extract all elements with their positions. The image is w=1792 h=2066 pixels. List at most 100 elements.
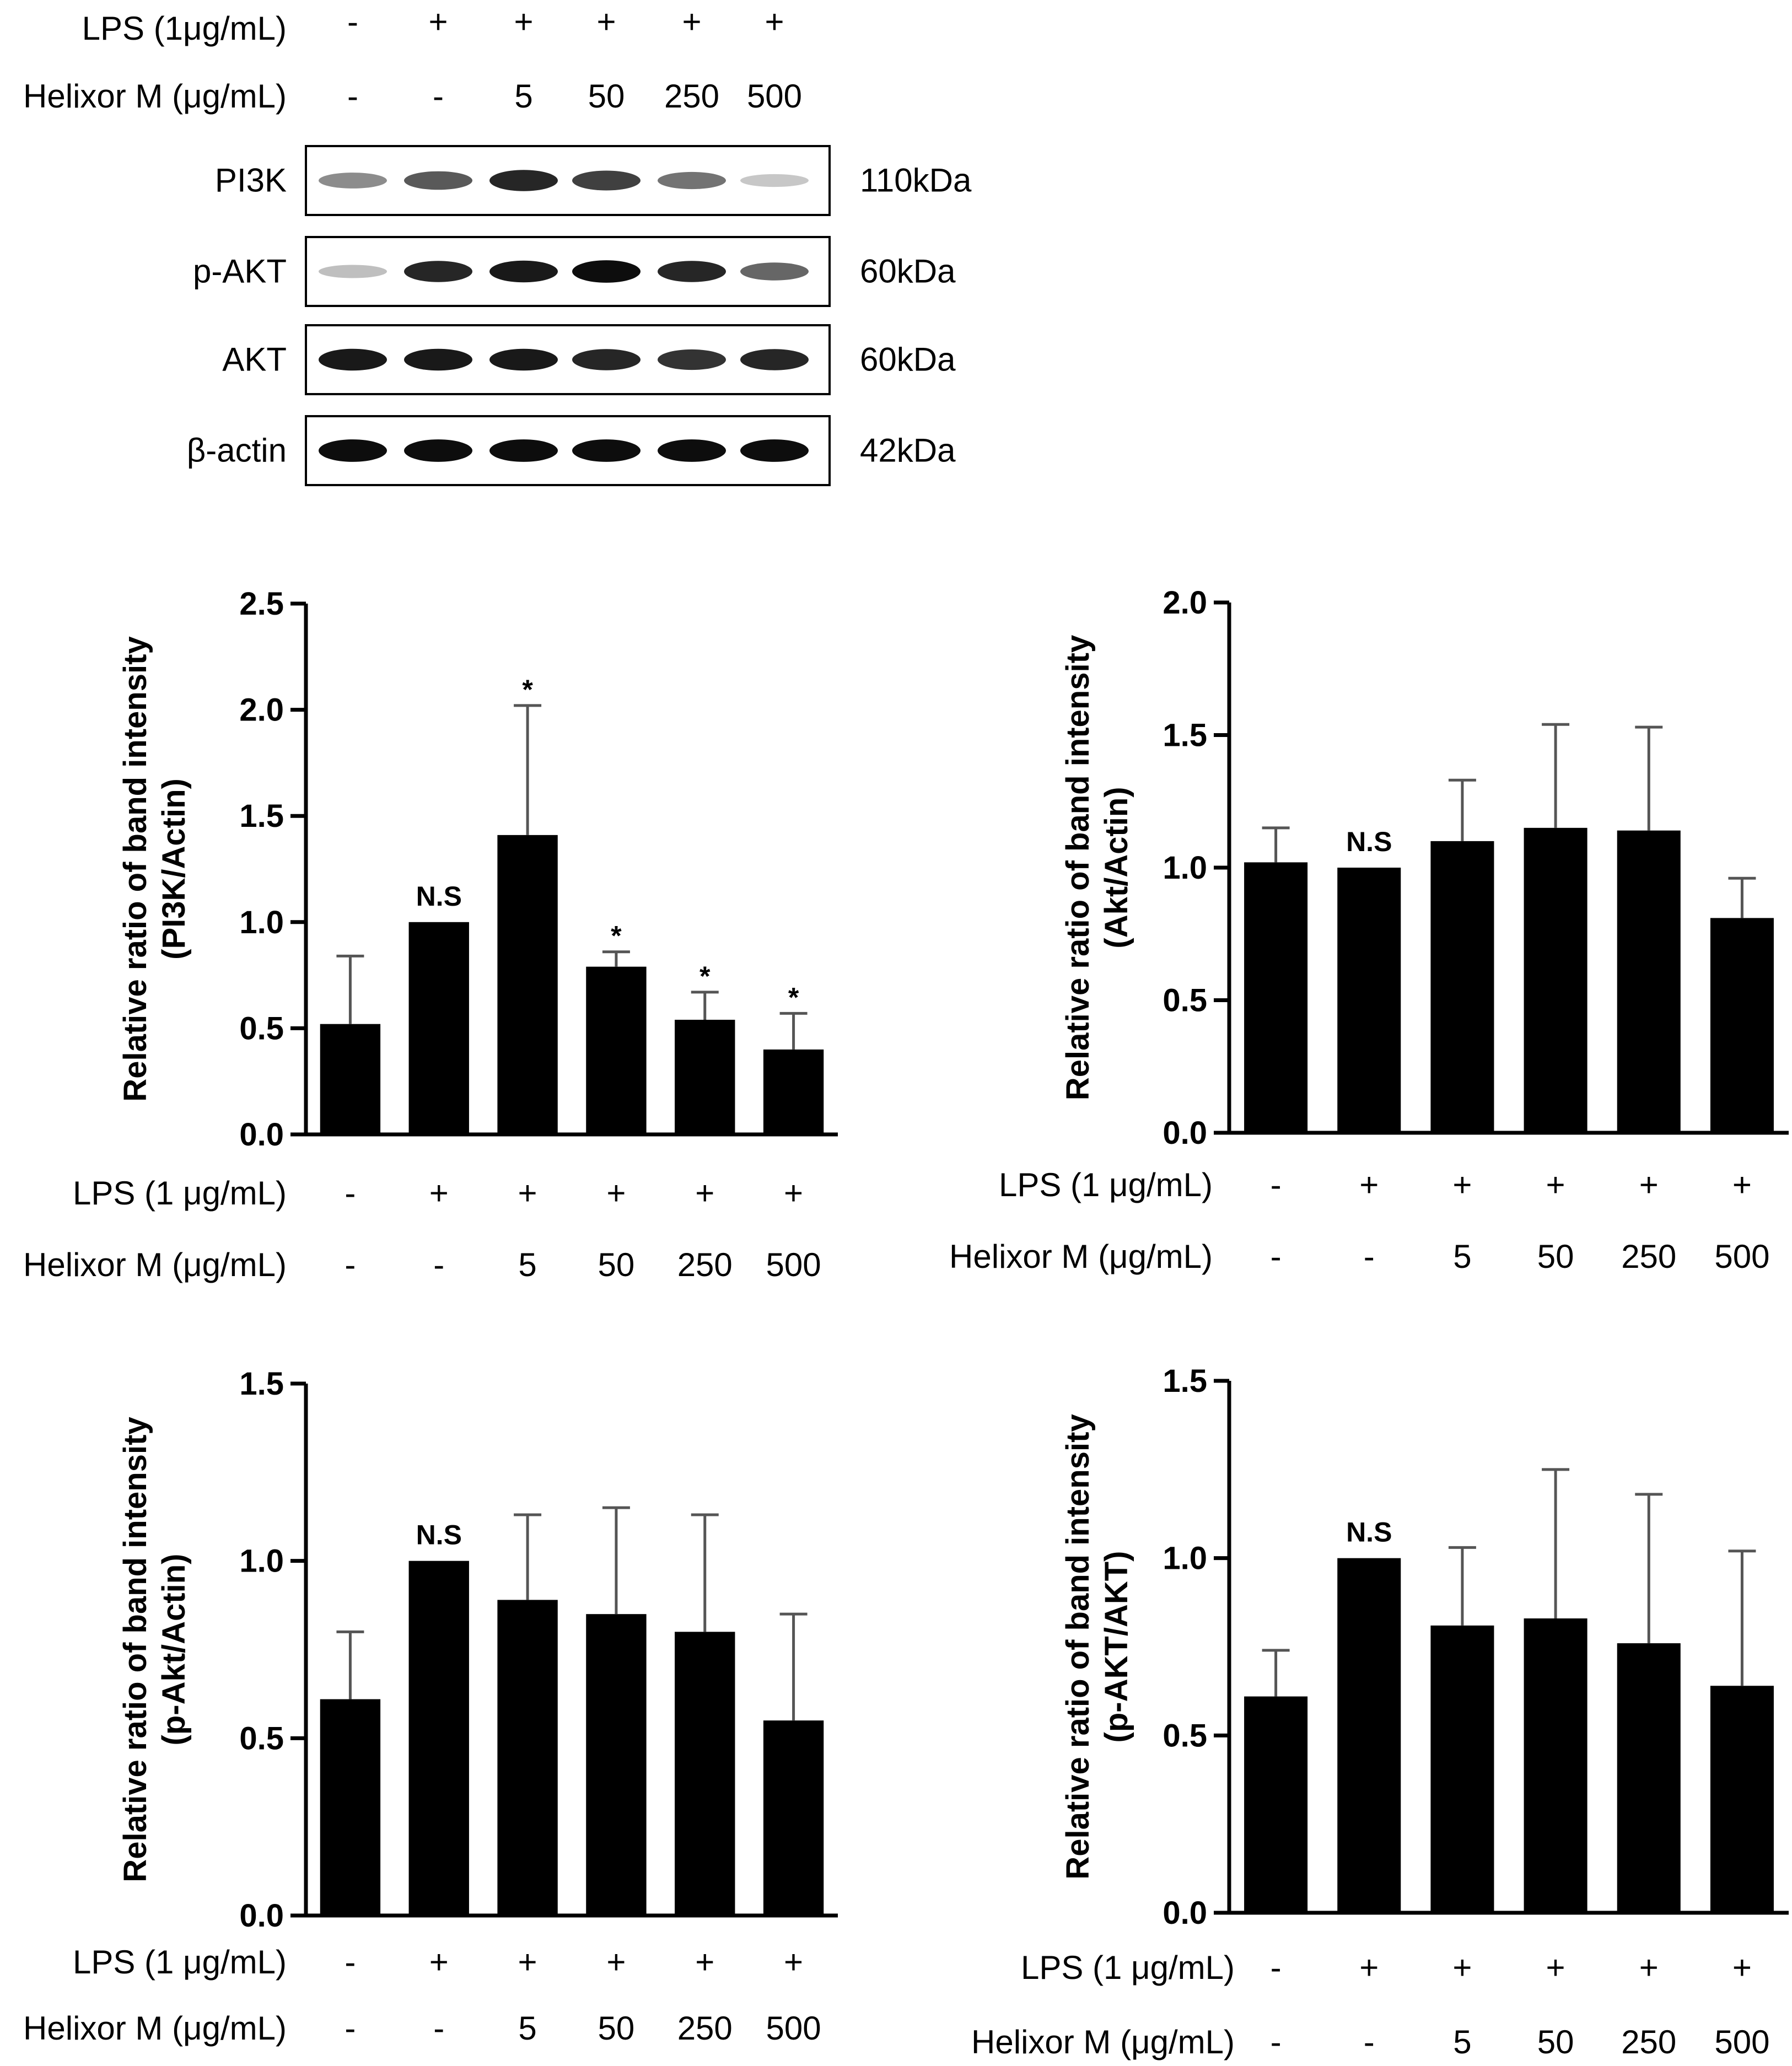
blot-band [404,171,472,190]
blot-band [319,348,387,371]
helixor-value: 500 [766,2010,821,2047]
blot-band [489,170,558,191]
significance-label: N.S [416,881,462,912]
blot-helixor-value: - [347,78,358,115]
y-axis-sublabel: (p-Akt/Actin) [156,1554,192,1746]
helixor-value: 250 [677,2010,733,2047]
significance-label: N.S [1346,826,1392,857]
y-tick-label: 0.5 [239,1010,284,1046]
bar [1710,918,1774,1133]
lps-value: + [1359,1949,1379,1986]
helixor-value: - [345,1246,356,1283]
lps-value: - [345,1944,356,1981]
helixor-value: - [1364,1238,1375,1275]
blot-lps-value: + [428,3,448,40]
helixor-value: - [1364,2024,1375,2060]
helixor-value: 5 [1453,2024,1471,2060]
lps-label: LPS (1 μg/mL) [73,1944,287,1981]
bar [675,1019,735,1134]
bar [763,1049,824,1134]
helixor-value: 5 [518,1246,536,1283]
bar [1244,862,1308,1133]
bar [1244,1696,1308,1913]
y-axis-label: Relative ratio of band intensity [1060,1414,1096,1879]
helixor-label: Helixor M (μg/mL) [23,2010,287,2047]
helixor-value: 250 [1621,1238,1676,1275]
lps-value: + [429,1944,449,1981]
helixor-value: 500 [1714,1238,1769,1275]
bar [497,1600,558,1916]
y-tick-label: 0.5 [1163,983,1207,1019]
blot-helixor-value: 500 [747,78,802,115]
y-axis-sublabel: (Akt/Actin) [1099,787,1134,948]
y-axis-label: Relative ratio of band intensity [117,636,153,1101]
lps-value: + [606,1175,626,1212]
blot-lps-value: + [765,3,784,40]
helixor-value: - [1271,1238,1282,1275]
blot-mw-label: 110kDa [860,162,972,199]
y-tick-label: 1.0 [1163,850,1207,886]
y-tick-label: 1.5 [1163,718,1207,754]
blot-helixor-value: 250 [664,78,719,115]
blot-helixor-value: 50 [588,78,625,115]
bar [675,1632,735,1916]
significance-label: * [699,961,711,992]
lps-label: LPS (1 μg/mL) [1021,1949,1235,1986]
significance-label: * [788,982,799,1013]
helixor-value: - [1271,2024,1282,2060]
helixor-value: 5 [1453,1238,1471,1275]
y-axis-label: Relative ratio of band intensity [1060,635,1096,1100]
helixor-value: - [433,1246,444,1283]
blot-lps-value: + [596,3,616,40]
helixor-value: 50 [598,2010,635,2047]
lps-value: - [1271,1166,1282,1203]
bar [408,922,469,1134]
helixor-value: 250 [1621,2024,1676,2060]
lps-value: + [606,1944,626,1981]
blot-band [319,439,387,462]
blot-band [658,439,726,462]
helixor-value: 500 [766,1246,821,1283]
helixor-value: - [345,2010,356,2047]
bar [1617,1643,1681,1913]
blot-lps-value: + [514,3,533,40]
blot-condition-values: - + + + + + - - 5 50 250 500 [347,3,802,115]
y-tick-label: 0.0 [1163,1895,1207,1931]
helixor-label: Helixor M (μg/mL) [23,1246,287,1283]
bar [1337,868,1401,1133]
bar [1524,1618,1587,1913]
y-tick-label: 1.5 [239,1366,284,1402]
lps-value: + [695,1175,714,1212]
blot-band [740,349,809,370]
blot-band [319,173,387,189]
bar [320,1024,381,1134]
blot-helixor-value: 5 [514,78,532,115]
y-tick-label: 0.5 [1163,1718,1207,1753]
helixor-value: 500 [1714,2024,1769,2060]
significance-label: * [522,674,533,705]
lps-value: + [1732,1949,1752,1986]
blot-protein-label: β-actin [187,432,287,469]
bar [1524,827,1587,1133]
blot-band [740,262,809,281]
lps-value: + [1546,1166,1565,1203]
bar [1430,1625,1494,1913]
blot-band [572,260,641,283]
lps-value: - [1271,1949,1282,1986]
significance-label: * [611,921,622,951]
y-tick-label: 1.5 [239,798,284,834]
bar [408,1561,469,1916]
blot-band [572,170,641,191]
blot-band [489,260,558,283]
blot-lps-value: + [682,3,701,40]
blot-band [404,348,472,371]
lps-value: + [518,1175,537,1212]
y-tick-label: 0.0 [1163,1115,1207,1151]
chart-pi3k-actin: Relative ratio of band intensity (PI3K/Ac… [23,586,838,1283]
chart-akt-actin: Relative ratio of band intensity (Akt/Act… [949,585,1789,1275]
blot-band [319,265,387,278]
lps-value: + [518,1944,537,1981]
bar [586,1614,647,1916]
y-tick-label: 0.0 [239,1898,284,1934]
